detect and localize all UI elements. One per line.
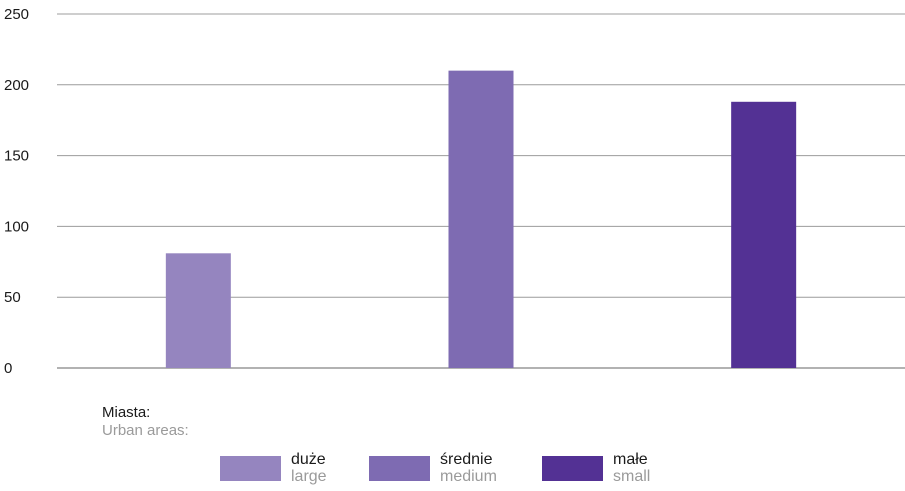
legend-item-large: duże large: [220, 451, 327, 485]
legend-swatch-medium: [369, 456, 430, 481]
legend-item-medium: średnie medium: [369, 451, 497, 485]
y-tick-label: 250: [4, 6, 29, 23]
legend-items: duże large średnie medium małe small: [102, 451, 802, 491]
y-tick-label: 0: [4, 360, 12, 377]
y-tick-label: 150: [4, 148, 29, 165]
legend-title: Miasta:: [102, 404, 151, 421]
legend-sublabel-medium: medium: [440, 468, 497, 485]
bar-0: [165, 253, 231, 368]
legend-item-small: małe small: [542, 451, 650, 485]
y-axis-ticks: 0 50 100 150 200 250: [4, 6, 29, 377]
legend-label-large: duże: [291, 451, 326, 468]
bar-1: [448, 70, 514, 368]
bar-chart: 0 50 100 150 200 250: [4, 6, 905, 377]
legend-label-medium: średnie: [440, 451, 493, 468]
y-tick-label: 50: [4, 289, 21, 306]
y-tick-label: 200: [4, 77, 29, 94]
legend-subtitle: Urban areas:: [102, 422, 189, 439]
legend-swatch-large: [220, 456, 281, 481]
legend-sublabel-small: small: [613, 468, 651, 485]
legend: Miasta: Urban areas: duże large średnie …: [102, 404, 650, 485]
bar-2: [731, 101, 797, 369]
y-tick-label: 100: [4, 218, 29, 235]
legend-sublabel-large: large: [291, 468, 327, 485]
bars: [165, 70, 797, 369]
legend-swatch-small: [542, 456, 603, 481]
legend-label-small: małe: [613, 451, 648, 468]
